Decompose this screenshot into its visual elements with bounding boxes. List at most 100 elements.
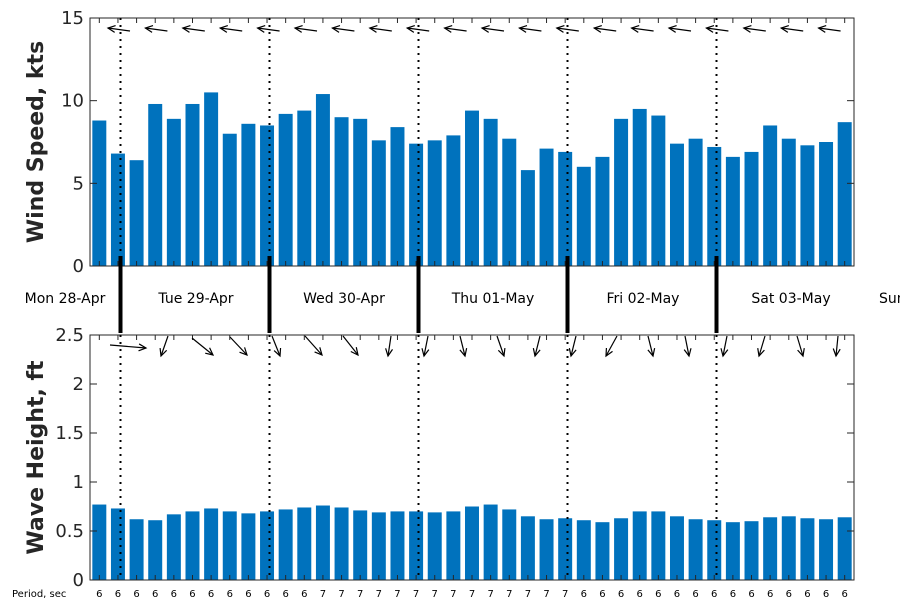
wave-direction-arrow-4 bbox=[271, 335, 282, 358]
period-value-18: 7 bbox=[432, 589, 438, 600]
day-label-5: Sat 03-May bbox=[751, 291, 830, 307]
wave-bar-30 bbox=[651, 511, 666, 580]
wave-direction-arrow-0 bbox=[109, 343, 148, 352]
wave-direction-arrow-10 bbox=[496, 335, 506, 358]
period-value-12: 7 bbox=[320, 589, 326, 600]
wave-direction-arrow-1 bbox=[159, 335, 169, 358]
wave-ytick-label-4: 2 bbox=[73, 374, 84, 395]
wave-bar-13 bbox=[334, 507, 349, 580]
wind-bar-30 bbox=[651, 115, 666, 266]
period-value-0: 6 bbox=[96, 589, 102, 600]
wind-bar-36 bbox=[763, 125, 778, 266]
wind-ylabel: Wind Speed, kts bbox=[24, 41, 49, 243]
period-value-24: 7 bbox=[543, 589, 549, 600]
wind-direction-arrow-0 bbox=[106, 24, 131, 33]
period-value-40: 6 bbox=[841, 589, 847, 600]
period-value-28: 6 bbox=[618, 589, 624, 600]
wind-direction-arrow-5 bbox=[293, 24, 318, 33]
wind-bar-13 bbox=[334, 117, 349, 266]
wind-bar-19 bbox=[446, 135, 461, 266]
wind-ytick-label-2: 10 bbox=[61, 91, 84, 112]
period-value-21: 7 bbox=[487, 589, 493, 600]
wind-bar-2 bbox=[129, 160, 144, 266]
wind-speed-chart: 0 5 10 15 Wind Speed, kts bbox=[24, 8, 855, 277]
wind-direction-arrow-13 bbox=[592, 24, 617, 33]
wave-bar-17 bbox=[409, 511, 424, 580]
wave-bar-6 bbox=[204, 508, 219, 580]
period-value-15: 7 bbox=[376, 589, 382, 600]
wave-bar-0 bbox=[92, 504, 107, 580]
wave-direction-arrow-5 bbox=[304, 335, 323, 357]
wave-direction-arrow-11 bbox=[532, 335, 541, 358]
period-value-26: 6 bbox=[581, 589, 587, 600]
period-value-36: 6 bbox=[767, 589, 773, 600]
wave-bar-38 bbox=[800, 518, 815, 580]
period-value-13: 7 bbox=[338, 589, 344, 600]
period-value-25: 7 bbox=[562, 589, 568, 600]
wave-direction-arrow-16 bbox=[720, 335, 729, 358]
period-value-1: 6 bbox=[115, 589, 121, 600]
wind-bar-25 bbox=[558, 151, 573, 266]
wave-bar-2 bbox=[129, 519, 144, 580]
wind-bar-6 bbox=[204, 92, 219, 267]
wave-bar-9 bbox=[260, 511, 275, 580]
period-value-22: 7 bbox=[506, 589, 512, 600]
wave-bar-8 bbox=[241, 513, 256, 580]
wind-ytick-label-1: 5 bbox=[73, 173, 84, 194]
wind-bar-18 bbox=[427, 140, 442, 266]
wind-bar-21 bbox=[483, 118, 498, 266]
wave-bar-10 bbox=[278, 509, 293, 580]
wind-bar-10 bbox=[278, 113, 293, 266]
wave-ytick-label-5: 2.5 bbox=[55, 325, 84, 346]
wind-bar-0 bbox=[92, 120, 107, 266]
wave-bar-20 bbox=[465, 506, 479, 580]
wind-bar-34 bbox=[725, 156, 740, 266]
wind-direction-arrow-18 bbox=[779, 24, 804, 33]
wave-bar-14 bbox=[353, 510, 368, 580]
wave-direction-arrow-19 bbox=[832, 335, 841, 358]
wave-bar-12 bbox=[315, 505, 330, 580]
wind-bar-20 bbox=[465, 110, 479, 266]
wave-bar-16 bbox=[390, 511, 405, 580]
wave-bar-27 bbox=[595, 522, 610, 580]
period-value-38: 6 bbox=[804, 589, 810, 600]
wind-bar-12 bbox=[315, 94, 330, 266]
wave-direction-arrow-3 bbox=[229, 336, 248, 357]
wave-height-chart: 0 0.5 1 1.5 2 2.5 Wave Height, ft Period, sec 6 6… bbox=[12, 325, 855, 600]
wave-direction-arrow-13 bbox=[605, 335, 618, 358]
period-value-16: 7 bbox=[394, 589, 400, 600]
period-value-9: 6 bbox=[264, 589, 270, 600]
wave-bar-21 bbox=[483, 504, 498, 580]
period-value-39: 6 bbox=[823, 589, 829, 600]
period-value-5: 6 bbox=[189, 589, 195, 600]
wind-bar-15 bbox=[371, 140, 386, 266]
wave-bar-28 bbox=[614, 518, 629, 580]
wind-bar-17 bbox=[409, 143, 424, 266]
period-value-23: 7 bbox=[525, 589, 531, 600]
wind-direction-arrow-12 bbox=[555, 24, 579, 33]
wind-direction-arrow-15 bbox=[667, 24, 692, 33]
wind-bar-4 bbox=[166, 118, 181, 266]
wind-bar-11 bbox=[297, 110, 312, 266]
period-value-2: 6 bbox=[133, 589, 139, 600]
wind-direction-arrow-16 bbox=[705, 24, 729, 33]
wind-direction-arrow-7 bbox=[368, 24, 392, 33]
period-value-34: 6 bbox=[730, 589, 736, 600]
day-label-4: Fri 02-May bbox=[607, 291, 680, 307]
period-value-37: 6 bbox=[786, 589, 792, 600]
period-value-7: 6 bbox=[227, 589, 233, 600]
wave-bar-23 bbox=[520, 516, 535, 580]
wave-bar-26 bbox=[576, 520, 591, 580]
wave-ytick-label-2: 1 bbox=[73, 472, 84, 493]
wave-ytick-label-3: 1.5 bbox=[55, 423, 84, 444]
wave-direction-arrow-18 bbox=[796, 335, 805, 358]
wave-ylabel: Wave Height, ft bbox=[24, 360, 49, 555]
wind-direction-arrow-8 bbox=[405, 24, 430, 33]
period-value-19: 7 bbox=[450, 589, 456, 600]
wave-direction-arrow-8 bbox=[421, 335, 430, 358]
wave-bar-29 bbox=[632, 511, 647, 580]
wind-direction-arrow-19 bbox=[817, 24, 841, 33]
wind-direction-arrow-9 bbox=[443, 24, 467, 33]
period-value-14: 7 bbox=[357, 589, 363, 600]
wind-bar-26 bbox=[576, 166, 591, 266]
